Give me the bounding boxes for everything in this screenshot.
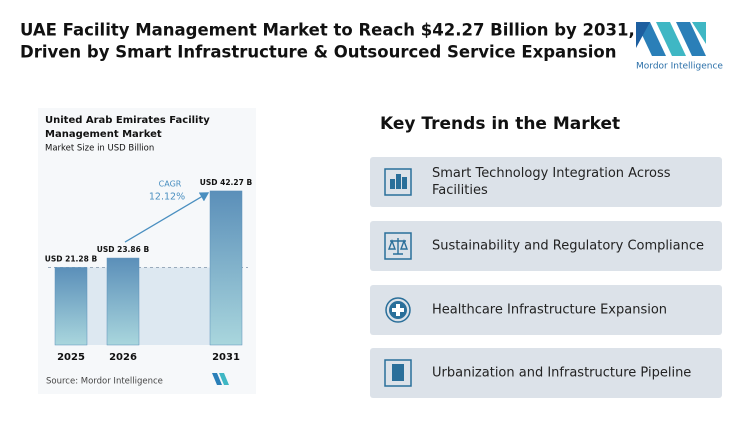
trend-card: [370, 157, 722, 207]
icon-frame: [384, 232, 412, 260]
trend-card: [370, 221, 722, 271]
icon-frame: [384, 168, 412, 196]
trend-icon: [384, 359, 412, 387]
icon: [392, 304, 404, 316]
x-tick-label: 2031: [212, 352, 240, 363]
page-title: Driven by Smart Infrastructure & Outsour…: [20, 43, 617, 62]
x-tick-label: 2025: [57, 352, 85, 363]
trend-text: Facilities: [432, 183, 488, 198]
shaded-area: [87, 267, 210, 345]
value-label: USD 42.27 B: [200, 178, 253, 187]
trend-text: Smart Technology Integration Across: [432, 166, 671, 181]
trend-text: Urbanization and Infrastructure Pipeline: [432, 366, 691, 381]
icon-frame: [384, 359, 412, 387]
trends-title: Key Trends in the Market: [380, 114, 620, 134]
page-title: UAE Facility Management Market to Reach …: [20, 21, 635, 40]
trend-card: [370, 285, 722, 335]
icon: [390, 179, 395, 189]
icon: [396, 174, 401, 189]
logo: [636, 22, 706, 56]
chart-title: Management Market: [45, 129, 162, 140]
annotation: CAGR: [159, 180, 182, 189]
trend-icon: [385, 297, 411, 323]
bar: [209, 190, 243, 346]
mini-logo: [212, 373, 229, 385]
chart-subtitle: Market Size in USD Billion: [45, 144, 154, 154]
cagr-arrow: [124, 192, 210, 243]
icon: [387, 238, 409, 255]
source: Source: Mordor Intelligence: [46, 377, 163, 387]
value-label: USD 23.86 B: [97, 245, 150, 254]
bar: [106, 257, 140, 346]
icon: [402, 177, 407, 189]
trend-icon: [384, 232, 412, 260]
x-tick-label: 2026: [109, 352, 137, 363]
logo-text: Mordor Intelligence: [636, 62, 723, 72]
trend-text: Sustainability and Regulatory Compliance: [432, 239, 704, 254]
trend-text: Healthcare Infrastructure Expansion: [432, 303, 667, 318]
bar: [54, 267, 88, 346]
icon-frame: [385, 297, 411, 323]
annotation: 12.12%: [149, 192, 185, 203]
icon: [392, 364, 404, 381]
trend-card: [370, 348, 722, 398]
value-label: USD 21.28 B: [45, 254, 98, 263]
trend-icon: [384, 168, 412, 196]
chart-title: United Arab Emirates Facility: [45, 115, 210, 126]
